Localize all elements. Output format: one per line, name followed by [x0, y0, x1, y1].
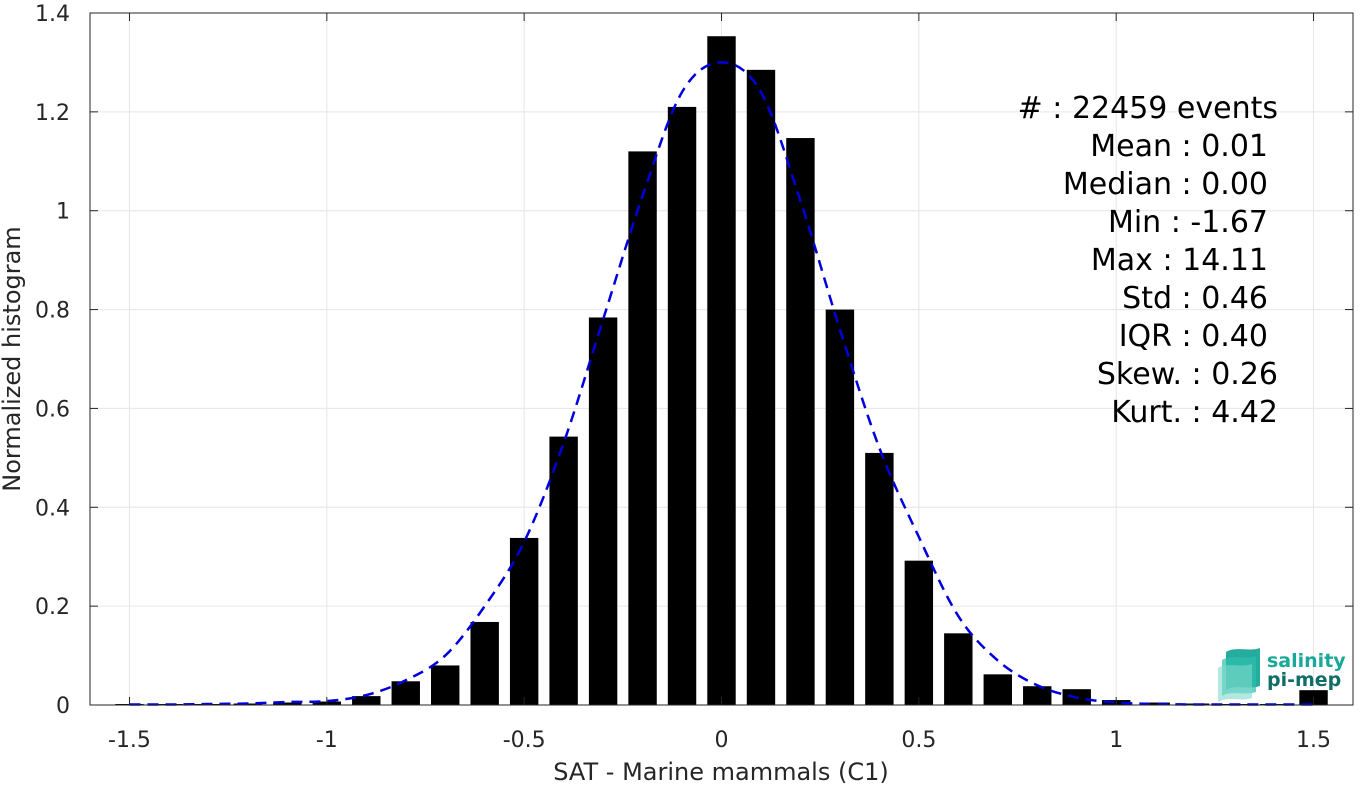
histogram-bar: [1023, 686, 1052, 705]
axis-ticks: [90, 12, 1353, 706]
y-tick-labels: 0 0.2 0.4 0.6 0.8 1 1.2 1.4: [35, 2, 70, 719]
histogram-bar: [825, 309, 855, 705]
y-tick-label: 0.6: [35, 397, 70, 422]
histogram-bar: [509, 537, 539, 705]
x-tick-label: 1: [1109, 728, 1123, 753]
x-tick-label: 0: [715, 728, 729, 753]
stats-mean: Mean : 0.01: [1090, 129, 1268, 164]
y-axis-label: Normalized histogram: [0, 226, 26, 491]
stats-events: # : 22459 events: [1018, 91, 1278, 126]
logo-line1: salinity: [1267, 650, 1346, 672]
x-tick-label: -0.5: [503, 728, 546, 753]
y-tick-label: 1: [56, 200, 70, 225]
histogram-bar: [1141, 702, 1170, 705]
histogram-bar: [391, 681, 420, 705]
histogram-bar: [470, 621, 499, 705]
stats-iqr: IQR : 0.40: [1119, 319, 1268, 354]
histogram-bar: [588, 317, 618, 705]
y-tick-label: 1.2: [35, 101, 70, 126]
histogram-bar: [352, 696, 381, 705]
x-tick-label: -1: [316, 728, 338, 753]
histogram-bar: [944, 633, 973, 705]
logo-line2: pi-mep: [1267, 669, 1341, 691]
histogram-bar: [707, 36, 736, 705]
histogram-bar: [983, 674, 1012, 705]
x-tick-label: 1.5: [1296, 728, 1331, 753]
histogram-bar: [273, 702, 302, 705]
histogram-bar: [549, 436, 578, 705]
histogram-bar: [865, 452, 894, 705]
histogram-bar: [746, 69, 776, 706]
stats-max: Max : 14.11: [1091, 243, 1268, 278]
fit-curve: [129, 61, 1314, 706]
salinity-pimep-logo: salinity pi-mep: [1218, 648, 1346, 702]
stats-median: Median : 0.00: [1063, 167, 1268, 202]
histogram-bars: [115, 36, 1328, 706]
stats-box: # : 22459 events Mean : 0.01 Median : 0.…: [1018, 91, 1278, 430]
histogram-bar: [628, 151, 657, 705]
stats-std: Std : 0.46: [1122, 281, 1268, 316]
stats-kurt: Kurt. : 4.42: [1111, 395, 1278, 430]
x-tick-label: -1.5: [108, 728, 151, 753]
histogram-bar: [904, 560, 934, 705]
y-tick-label: 0.2: [35, 595, 70, 620]
y-tick-label: 0: [56, 694, 70, 719]
x-tick-label: 0.5: [901, 728, 936, 753]
logo-waves-icon: [1218, 648, 1260, 702]
histogram-bar: [667, 106, 697, 705]
y-tick-label: 0.4: [35, 496, 70, 521]
y-tick-label: 1.4: [35, 2, 70, 27]
histogram-bar: [786, 138, 815, 705]
y-tick-label: 0.8: [35, 299, 70, 324]
stats-skew: Skew. : 0.26: [1097, 357, 1278, 392]
stats-min: Min : -1.67: [1108, 205, 1268, 240]
histogram-bar: [431, 665, 460, 705]
x-tick-labels: -1.5 -1 -0.5 0 0.5 1 1.5: [108, 728, 1331, 753]
x-axis-label: SAT - Marine mammals (C1): [553, 758, 888, 785]
